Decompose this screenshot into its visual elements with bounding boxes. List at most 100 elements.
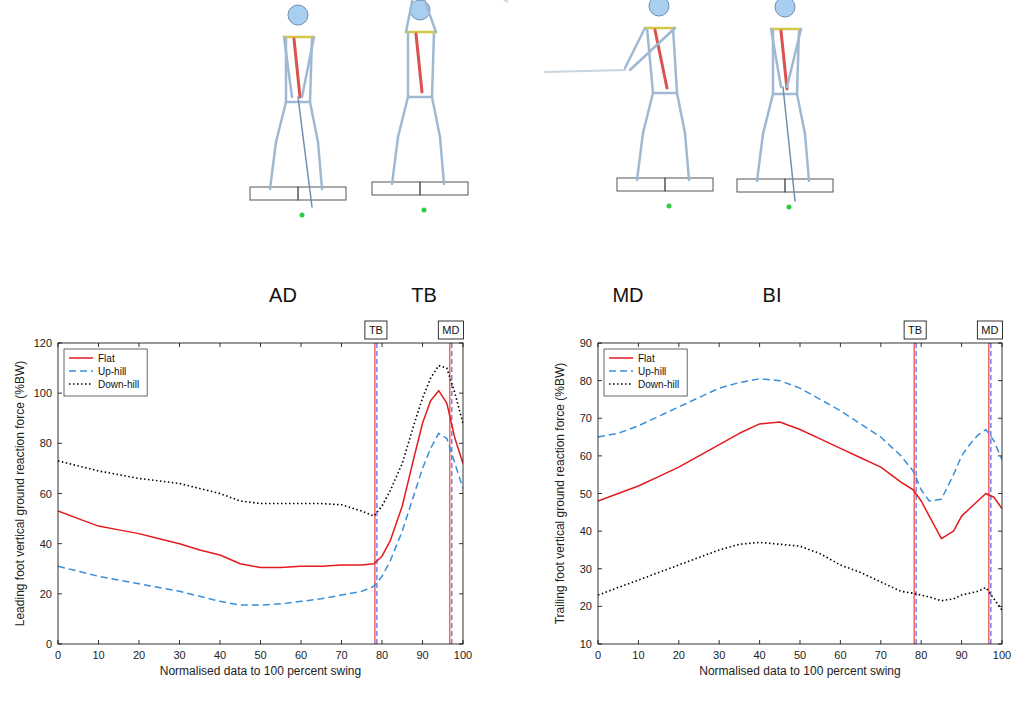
- phase-label: AD: [269, 284, 297, 306]
- legend-swatch: [69, 370, 93, 372]
- y-tick: [598, 531, 602, 532]
- y-tick-label: 0: [46, 638, 52, 650]
- series-line: [58, 366, 463, 517]
- limb: [398, 97, 408, 137]
- legend-swatch: [609, 383, 633, 385]
- limb: [294, 39, 300, 97]
- y-tick: [998, 568, 1002, 569]
- y-tick: [58, 443, 62, 444]
- x-tick-label: 40: [214, 649, 226, 661]
- event-label-box: [904, 321, 926, 339]
- x-tick: [678, 343, 679, 347]
- y-tick: [998, 493, 1002, 494]
- stick-figure: [392, 0, 508, 184]
- force-plates: [737, 179, 833, 210]
- limb: [757, 134, 763, 181]
- figure: ADTBMDBI01020304050607080901000204060801…: [0, 0, 1024, 713]
- x-tick-label: 80: [376, 649, 388, 661]
- limb: [318, 142, 322, 189]
- y-tick-label: 60: [40, 488, 52, 500]
- x-tick: [840, 343, 841, 347]
- limb: [673, 28, 677, 93]
- x-axis-title: Normalised data to 100 percent swing: [699, 664, 900, 678]
- x-tick: [139, 640, 140, 644]
- legend-label: Up-hill: [638, 366, 666, 377]
- phase-label: TB: [411, 284, 437, 306]
- y-tick: [459, 593, 463, 594]
- x-tick-label: 90: [955, 649, 967, 661]
- x-tick-label: 20: [673, 649, 685, 661]
- limb: [653, 92, 677, 95]
- x-tick: [638, 343, 639, 347]
- limb: [625, 28, 645, 68]
- legend: FlatUp-hillDown-hill: [604, 349, 687, 396]
- y-tick-label: 60: [580, 450, 592, 462]
- limb: [440, 137, 444, 184]
- head: [649, 0, 669, 16]
- y-axis-title: Trailing foot vertical ground reaction f…: [553, 363, 567, 625]
- legend-swatch: [69, 357, 93, 359]
- x-tick: [638, 640, 639, 644]
- series-line: [598, 542, 1002, 610]
- plot-frame: [598, 343, 1002, 644]
- limb: [630, 28, 675, 70]
- event-label-box: [365, 321, 387, 339]
- legend-label: Down-hill: [638, 379, 679, 390]
- limb: [805, 134, 809, 181]
- limb: [771, 28, 801, 31]
- limb: [392, 137, 398, 184]
- event-line: [990, 343, 991, 644]
- y-tick-label: 30: [580, 563, 592, 575]
- head: [288, 5, 308, 25]
- x-tick-label: 20: [133, 649, 145, 661]
- x-tick: [98, 343, 99, 347]
- y-tick: [998, 455, 1002, 456]
- y-tick: [998, 531, 1002, 532]
- limb: [685, 133, 689, 180]
- y-tick-label: 40: [580, 525, 592, 537]
- y-tick: [598, 418, 602, 419]
- event-label: MD: [981, 324, 998, 336]
- y-axis-title: Leading foot vertical ground reaction fo…: [13, 361, 27, 626]
- y-tick: [598, 606, 602, 607]
- x-tick: [220, 640, 221, 644]
- y-tick: [598, 568, 602, 569]
- x-tick-label: 100: [993, 649, 1011, 661]
- x-tick: [139, 343, 140, 347]
- club: [417, 0, 508, 2]
- limb: [284, 37, 292, 97]
- y-tick: [459, 393, 463, 394]
- limb: [637, 133, 643, 180]
- event-line: [374, 343, 375, 644]
- x-tick: [422, 640, 423, 644]
- x-tick-label: 10: [632, 649, 644, 661]
- series-line: [598, 379, 1002, 501]
- x-tick-label: 50: [794, 649, 806, 661]
- y-tick: [58, 543, 62, 544]
- y-tick-label: 50: [580, 488, 592, 500]
- x-tick-label: 60: [834, 649, 846, 661]
- y-tick: [998, 380, 1002, 381]
- limb: [773, 93, 797, 96]
- x-tick-label: 0: [55, 649, 61, 661]
- legend-label: Flat: [98, 353, 115, 364]
- x-tick: [961, 343, 962, 347]
- y-tick-label: 80: [40, 437, 52, 449]
- y-tick-label: 90: [580, 337, 592, 349]
- limb: [647, 28, 653, 93]
- limb: [763, 94, 773, 134]
- limb: [797, 94, 805, 134]
- plot-area: [58, 343, 463, 644]
- x-tick: [260, 343, 261, 347]
- limb: [310, 102, 318, 142]
- x-tick-label: 70: [335, 649, 347, 661]
- x-tick: [719, 343, 720, 347]
- y-tick-label: 80: [580, 375, 592, 387]
- x-tick-label: 30: [173, 649, 185, 661]
- y-tick: [459, 543, 463, 544]
- y-tick: [998, 418, 1002, 419]
- limb: [276, 102, 286, 142]
- x-tick: [921, 640, 922, 644]
- chart: 0102030405060708090100020406080100120Nor…: [13, 321, 472, 678]
- stick-figure: [270, 5, 322, 207]
